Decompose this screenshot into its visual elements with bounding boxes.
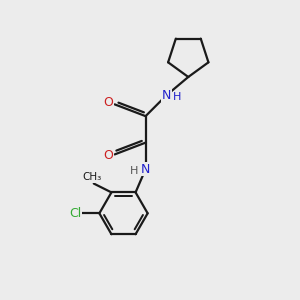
Text: H: H [130, 166, 139, 176]
Text: O: O [103, 149, 113, 162]
Text: N: N [141, 163, 150, 176]
Text: O: O [103, 96, 113, 110]
Text: CH₃: CH₃ [83, 172, 102, 182]
Text: N: N [161, 89, 171, 102]
Text: Cl: Cl [69, 207, 81, 220]
Text: H: H [173, 92, 182, 102]
